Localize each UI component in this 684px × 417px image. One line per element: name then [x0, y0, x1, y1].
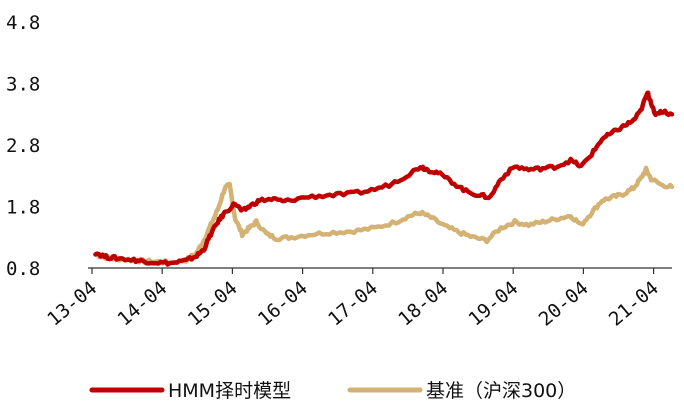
y-axis-ticks: 0.8 1.8 2.8 3.8 4.8 — [6, 12, 40, 280]
y-tick-label: 3.8 — [6, 74, 40, 96]
x-tick-label: 14-04 — [113, 277, 171, 331]
x-tick-label: 20-04 — [535, 277, 593, 331]
legend-label: HMM择时模型 — [168, 380, 291, 402]
x-tick-label: 13-04 — [43, 277, 101, 331]
legend-label: 基准（沪深300） — [426, 380, 576, 402]
y-tick-label: 4.8 — [6, 12, 40, 34]
series-layer — [93, 90, 675, 267]
x-tick-label: 15-04 — [184, 277, 242, 331]
series-line-benchmark — [93, 165, 675, 266]
x-tick-label: 18-04 — [394, 277, 452, 331]
x-tick-label: 16-04 — [254, 277, 312, 331]
x-tick-label: 19-04 — [464, 277, 522, 331]
y-tick-label: 2.8 — [6, 135, 40, 157]
x-tick-label: 17-04 — [324, 277, 382, 331]
y-tick-label: 1.8 — [6, 197, 40, 219]
x-tick-label: 21-04 — [605, 277, 663, 331]
legend: HMM择时模型 基准（沪深300） — [89, 380, 576, 402]
x-axis: 13-04 14-04 15-04 16-04 17-04 18-04 19-04 20-04… — [43, 267, 672, 331]
series-line-hmm — [93, 90, 675, 267]
y-tick-label: 0.8 — [6, 258, 40, 280]
